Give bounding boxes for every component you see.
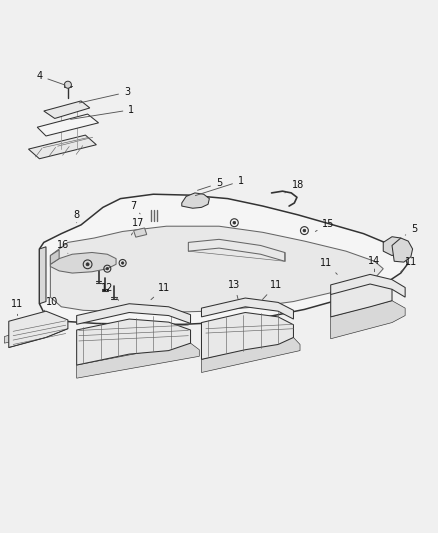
Circle shape bbox=[64, 81, 71, 88]
Polygon shape bbox=[50, 226, 383, 312]
Text: 15: 15 bbox=[315, 219, 335, 231]
Circle shape bbox=[303, 229, 306, 232]
Polygon shape bbox=[331, 282, 392, 317]
Text: 1: 1 bbox=[195, 176, 244, 196]
Text: 11: 11 bbox=[320, 258, 337, 274]
Ellipse shape bbox=[59, 120, 77, 128]
Polygon shape bbox=[44, 101, 90, 118]
Polygon shape bbox=[383, 237, 405, 255]
Text: 16: 16 bbox=[57, 240, 70, 253]
Polygon shape bbox=[201, 337, 300, 373]
Text: 17: 17 bbox=[131, 217, 144, 235]
Polygon shape bbox=[50, 253, 116, 273]
Polygon shape bbox=[50, 250, 59, 264]
Text: 3: 3 bbox=[79, 87, 130, 103]
Text: 12: 12 bbox=[101, 282, 119, 300]
Polygon shape bbox=[331, 274, 405, 297]
Polygon shape bbox=[77, 304, 191, 324]
Text: 8: 8 bbox=[74, 210, 80, 223]
Circle shape bbox=[233, 221, 236, 224]
Polygon shape bbox=[392, 238, 413, 262]
Polygon shape bbox=[77, 319, 191, 365]
Text: 10: 10 bbox=[44, 297, 59, 311]
Text: 7: 7 bbox=[131, 201, 140, 214]
Text: 11: 11 bbox=[401, 257, 417, 272]
Text: 11: 11 bbox=[262, 280, 282, 300]
Polygon shape bbox=[201, 312, 293, 359]
Text: 5: 5 bbox=[405, 224, 417, 235]
Circle shape bbox=[121, 262, 124, 264]
Polygon shape bbox=[134, 228, 147, 237]
Text: 11: 11 bbox=[151, 282, 170, 300]
Text: 1: 1 bbox=[71, 104, 134, 119]
Text: 13: 13 bbox=[228, 280, 240, 299]
Text: 18: 18 bbox=[285, 181, 304, 193]
Polygon shape bbox=[39, 194, 407, 324]
Text: 4: 4 bbox=[36, 71, 65, 85]
Polygon shape bbox=[201, 298, 293, 319]
Circle shape bbox=[106, 268, 109, 270]
Polygon shape bbox=[28, 135, 96, 159]
Polygon shape bbox=[4, 326, 57, 343]
Text: 11: 11 bbox=[11, 298, 24, 316]
Polygon shape bbox=[39, 247, 46, 304]
Polygon shape bbox=[188, 239, 285, 261]
Text: 14: 14 bbox=[368, 256, 381, 272]
Polygon shape bbox=[331, 301, 405, 339]
Circle shape bbox=[86, 263, 89, 266]
Polygon shape bbox=[182, 193, 209, 208]
Text: 5: 5 bbox=[198, 178, 222, 190]
Polygon shape bbox=[9, 311, 68, 348]
Polygon shape bbox=[77, 343, 199, 378]
Polygon shape bbox=[37, 114, 99, 136]
